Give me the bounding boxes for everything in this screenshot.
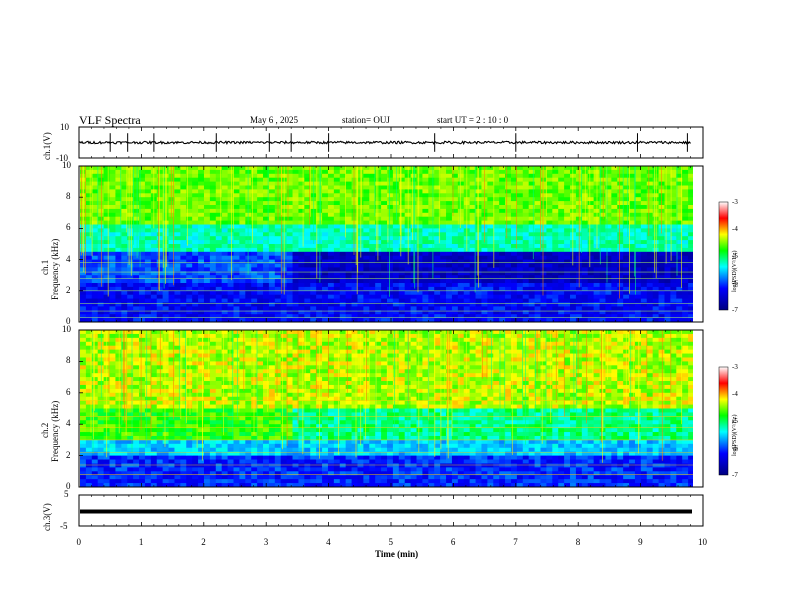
frequency-tick-label: 10 <box>62 324 71 334</box>
time-tick-label: 1 <box>138 537 144 547</box>
ch2-spectrogram-panel <box>80 330 703 488</box>
colorbar-tick-label: -5 <box>732 417 738 425</box>
time-tick-label: 8 <box>575 537 581 547</box>
frequency-tick-label: 0 <box>66 316 71 326</box>
colorbar-tick-label: -3 <box>732 363 738 371</box>
time-tick-label: 3 <box>263 537 269 547</box>
colorbar-tick-label: -5 <box>732 252 738 260</box>
time-tick-label: 7 <box>513 537 518 547</box>
ch1-spectrogram-panel <box>80 166 703 323</box>
axis-tick-marks <box>78 127 704 526</box>
ch1-ytick-top: 10 <box>60 122 69 132</box>
frequency-tick-label: 2 <box>66 449 71 460</box>
ch3-ytick-bottom: -5 <box>60 521 68 531</box>
colorbar-tick-label: -6 <box>732 444 738 452</box>
ch1-waveform-line <box>78 140 691 146</box>
colorbar-1 <box>718 201 729 311</box>
colorbar-tick-label: -7 <box>732 306 738 314</box>
colorbar-tick-label: -4 <box>732 390 738 398</box>
colorbar-tick-label: -3 <box>732 198 738 206</box>
station-label: station= OUJ <box>342 115 390 125</box>
frequency-tick-label: 8 <box>66 355 71 366</box>
colorbar-tick-label: -4 <box>732 225 738 233</box>
time-tick-label: 9 <box>638 537 643 547</box>
date-label: May 6 , 2025 <box>250 115 298 125</box>
time-tick-label: 4 <box>326 537 331 547</box>
frequency-tick-label: 6 <box>66 222 71 233</box>
frequency-tick-label: 0 <box>66 481 71 491</box>
time-tick-label: 2 <box>201 537 206 547</box>
time-tick-label: 0 <box>76 537 82 547</box>
time-tick-label: 6 <box>450 537 456 547</box>
time-axis-label: Time (min) <box>375 549 419 559</box>
ch1-ytick-bottom: -10 <box>56 153 68 163</box>
plot-title: VLF Spectra <box>79 113 141 127</box>
colorbar-tick-label: -6 <box>732 279 738 287</box>
time-tick-label: 5 <box>388 537 394 547</box>
colorbar-2 <box>718 366 729 476</box>
frequency-tick-label: 4 <box>66 418 71 429</box>
ch1-waveform-trace <box>78 133 691 152</box>
frequency-tick-label: 10 <box>62 160 71 170</box>
start-time-label: start UT = 2 : 10 : 0 <box>437 115 509 125</box>
ch3-ytick-top: 5 <box>64 489 69 499</box>
time-tick-label: 10 <box>698 537 707 547</box>
frequency-tick-label: 6 <box>66 386 71 397</box>
frequency-tick-label: 4 <box>66 253 71 264</box>
frequency-tick-label: 2 <box>66 284 71 295</box>
colorbar-tick-label: -7 <box>732 471 738 479</box>
frequency-tick-label: 8 <box>66 191 71 202</box>
